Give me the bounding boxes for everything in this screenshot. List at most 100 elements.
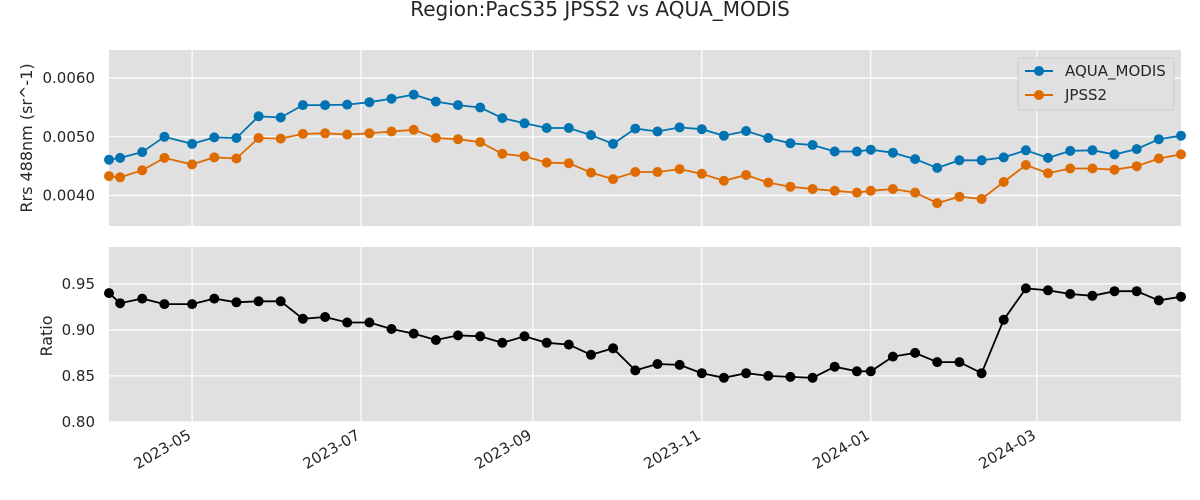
aqua-modis-point xyxy=(696,124,707,135)
aqua-modis-point xyxy=(253,111,264,122)
ratio-point xyxy=(115,298,126,309)
aqua-modis-point xyxy=(453,100,463,111)
jpss2-point xyxy=(187,159,198,170)
jpss2-point xyxy=(1131,161,1142,172)
ratio-point xyxy=(408,328,419,339)
ratio-point xyxy=(541,337,552,348)
ratio-plot-area xyxy=(109,247,1181,422)
ratio-point xyxy=(630,365,641,376)
aqua-modis-point xyxy=(741,126,752,136)
rrs-y-axis-label: Rrs 488nm (sr^-1) xyxy=(17,63,36,212)
ratio-point xyxy=(275,296,286,307)
jpss2-point xyxy=(1020,160,1031,170)
x-tick-label: 2024-03 xyxy=(976,426,1039,473)
aqua-modis-point xyxy=(159,131,170,142)
aqua-modis-point xyxy=(1087,145,1098,156)
aqua-modis-point xyxy=(519,118,530,129)
jpss2-point xyxy=(608,174,619,185)
aqua-modis-point xyxy=(104,154,114,165)
ratio-point xyxy=(231,297,242,308)
ratio-point xyxy=(865,366,876,377)
ratio-point xyxy=(209,293,220,304)
legend: AQUA_MODIS JPSS2 xyxy=(1017,57,1175,111)
ratio-point xyxy=(932,357,943,368)
aqua-modis-point xyxy=(932,162,943,173)
jpss2-point xyxy=(497,148,508,159)
ratio-point xyxy=(608,343,619,354)
jpss2-point xyxy=(115,172,126,183)
ratio-point xyxy=(851,366,862,377)
rrs-y-tick-label: 0.0060 xyxy=(43,69,96,87)
jpss2-point xyxy=(1065,163,1076,174)
ratio-point xyxy=(718,372,729,383)
ratio-point xyxy=(386,324,397,334)
ratio-point xyxy=(159,299,170,310)
ratio-point xyxy=(586,349,596,360)
aqua-modis-point xyxy=(1043,152,1053,163)
aqua-modis-point xyxy=(851,146,862,157)
aqua-modis-point xyxy=(887,147,898,158)
jpss2-point xyxy=(1087,163,1098,174)
aqua-modis-point xyxy=(652,126,663,137)
jpss2-point xyxy=(541,157,552,168)
ratio-point xyxy=(976,368,987,379)
jpss2-point xyxy=(851,187,862,198)
legend-marker-jpss2 xyxy=(1034,90,1044,100)
aqua-modis-point xyxy=(475,102,486,113)
ratio-point xyxy=(519,331,530,342)
jpss2-point xyxy=(741,170,752,180)
jpss2-point xyxy=(1043,168,1053,179)
ratio-grid xyxy=(109,247,1181,423)
aqua-modis-point xyxy=(320,100,331,111)
jpss2-point xyxy=(932,198,943,209)
ratio-point xyxy=(785,371,796,382)
aqua-modis-point xyxy=(1131,144,1142,155)
jpss2-point xyxy=(865,185,876,196)
aqua-modis-point xyxy=(364,97,375,108)
jpss2-point xyxy=(297,128,308,139)
aqua-modis-point xyxy=(910,154,921,165)
jpss2-point xyxy=(475,137,486,148)
ratio-y-tick-label: 0.95 xyxy=(62,275,95,293)
ratio-point xyxy=(137,293,148,304)
aqua-modis-point xyxy=(231,133,242,143)
aqua-modis-point xyxy=(998,152,1009,163)
aqua-modis-point xyxy=(1020,145,1031,156)
ratio-point xyxy=(652,359,663,369)
x-tick-label: 2024-01 xyxy=(809,426,872,473)
ratio-point xyxy=(829,361,840,372)
jpss2-point xyxy=(137,165,148,176)
jpss2-point xyxy=(563,158,574,169)
ratio-point xyxy=(763,370,774,381)
x-tick-label: 2023-11 xyxy=(640,426,703,473)
ratio-y-axis-label: Ratio xyxy=(37,315,56,356)
aqua-modis-point xyxy=(976,155,987,166)
ratio-point xyxy=(253,296,264,307)
aqua-modis-point xyxy=(541,123,552,133)
ratio-point xyxy=(674,359,685,370)
aqua-modis-point xyxy=(408,89,419,100)
jpss2-point xyxy=(342,129,353,140)
ratio-point xyxy=(1087,290,1098,301)
jpss2-point xyxy=(630,167,641,177)
ratio-series xyxy=(104,283,1186,383)
ratio-point xyxy=(741,368,752,379)
ratio-y-tick-label: 0.80 xyxy=(62,413,95,431)
jpss2-point xyxy=(104,171,114,182)
aqua-modis-point xyxy=(209,132,220,143)
aqua-modis-point xyxy=(1176,130,1186,141)
ratio-y-tick-label: 0.85 xyxy=(62,367,95,385)
legend-label-jpss2: JPSS2 xyxy=(1064,86,1107,104)
jpss2-point xyxy=(887,184,898,194)
aqua-modis-point xyxy=(586,130,596,141)
jpss2-point xyxy=(386,126,397,137)
jpss2-point xyxy=(275,133,286,144)
legend-label-aqua-modis: AQUA_MODIS xyxy=(1065,62,1166,81)
jpss2-point xyxy=(453,134,463,145)
aqua-modis-point xyxy=(718,130,729,141)
jpss2-point xyxy=(364,128,375,139)
ratio-point xyxy=(342,317,353,328)
legend-box xyxy=(1017,57,1175,111)
ratio-point xyxy=(1043,285,1053,296)
aqua-modis-point xyxy=(1153,134,1164,145)
